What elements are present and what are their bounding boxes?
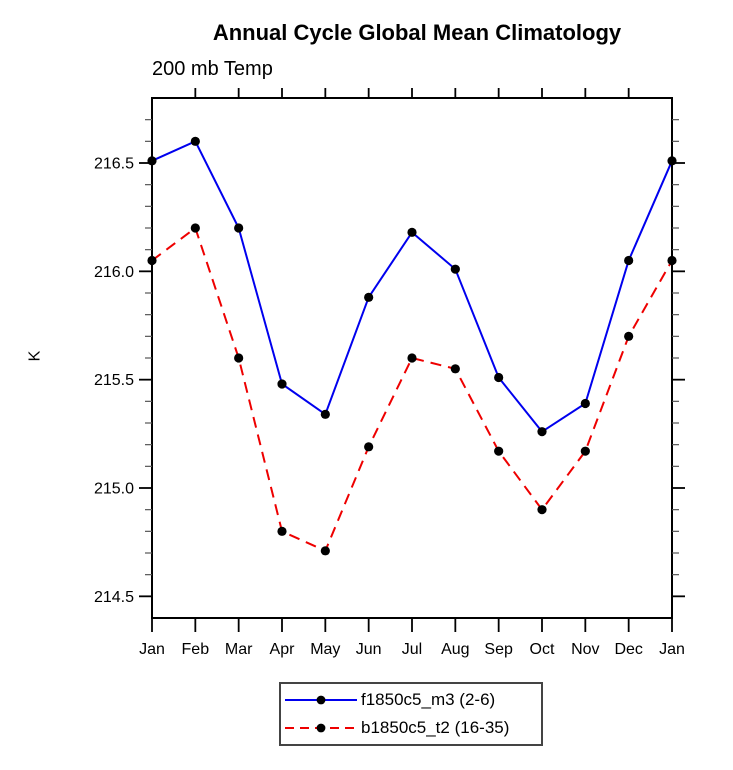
data-point-marker — [234, 223, 244, 233]
y-tick-label: 215.0 — [94, 481, 134, 498]
x-tick-label: Nov — [571, 641, 599, 658]
legend-label-series1: f1850c5_m3 (2-6) — [361, 689, 496, 709]
data-point-marker — [450, 264, 460, 274]
data-point-marker — [407, 227, 417, 237]
data-point-marker — [234, 353, 244, 363]
legend-box: f1850c5_m3 (2-6) b1850c5_t2 (16-35) — [279, 682, 543, 746]
x-tick-label: Apr — [270, 641, 296, 658]
x-tick-label: Sep — [484, 641, 513, 658]
series-line-1 — [151, 226, 673, 553]
data-point-marker — [624, 331, 634, 341]
data-point-marker — [320, 409, 330, 419]
data-point-marker — [667, 255, 677, 266]
x-tick-label: May — [310, 641, 340, 658]
data-point-marker — [537, 427, 547, 437]
data-point-marker — [494, 372, 504, 383]
data-point-marker — [537, 505, 547, 515]
x-tick-label: Jan — [139, 641, 165, 658]
data-point-marker — [364, 442, 374, 452]
data-point-marker — [580, 398, 590, 409]
legend-line-sample-solid — [285, 695, 357, 705]
x-tick-label: Jun — [356, 641, 382, 658]
data-point-marker — [364, 292, 374, 302]
legend-entry-series1: f1850c5_m3 (2-6) — [283, 687, 541, 713]
x-tick-label: Jul — [402, 641, 422, 658]
data-point-marker — [494, 446, 504, 456]
x-tick-label: Mar — [225, 641, 253, 658]
data-point-marker — [147, 255, 157, 266]
data-point-marker — [277, 526, 287, 536]
legend-label-series2: b1850c5_t2 (16-35) — [361, 718, 510, 738]
data-point-marker — [190, 223, 200, 233]
chart-title: Annual Cycle Global Mean Climatology — [212, 20, 622, 45]
legend-entry-series2: b1850c5_t2 (16-35) — [283, 715, 541, 741]
data-point-marker — [277, 379, 287, 389]
data-point-marker — [580, 446, 590, 456]
data-point-marker — [624, 255, 634, 266]
data-point-marker — [320, 546, 330, 556]
x-tick-label: Feb — [182, 641, 210, 658]
data-point-marker — [407, 353, 417, 363]
data-point-marker — [667, 156, 677, 166]
legend-sample-marker — [316, 723, 326, 733]
data-point-marker — [190, 136, 200, 146]
x-tick-label: Jan — [659, 641, 685, 658]
y-tick-label: 215.5 — [94, 372, 134, 389]
y-tick-label: 216.5 — [94, 156, 134, 173]
y-tick-label: 214.5 — [94, 589, 134, 606]
x-tick-label: Oct — [530, 641, 555, 658]
data-point-marker — [450, 364, 460, 374]
x-tick-label: Aug — [441, 641, 469, 658]
legend-line-sample-dashed — [285, 723, 357, 733]
series-line-0 — [151, 140, 673, 433]
y-tick-label: 216.0 — [94, 264, 134, 281]
x-tick-label: Dec — [614, 641, 642, 658]
chart-subtitle: 200 mb Temp — [152, 58, 273, 80]
data-point-marker — [147, 156, 157, 166]
legend-sample-marker — [316, 695, 326, 705]
